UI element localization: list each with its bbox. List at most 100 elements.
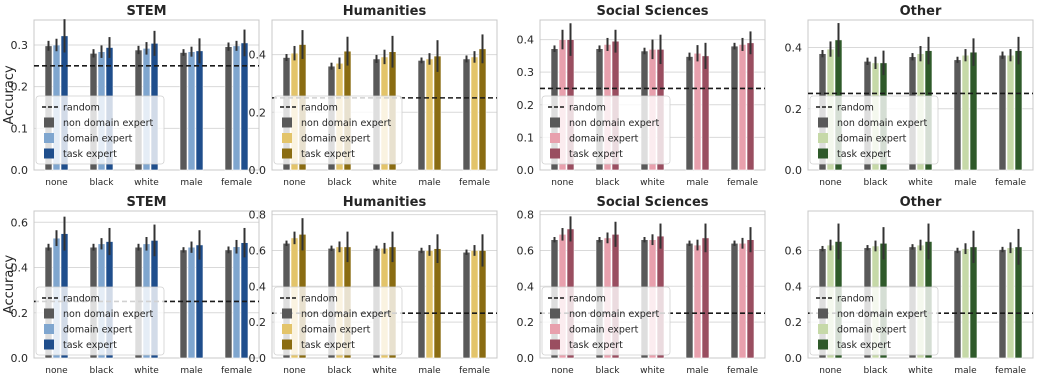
- legend-label-domain-expert: domain expert: [301, 325, 371, 336]
- panel-title: Humanities: [343, 195, 427, 210]
- y-tick-label: 0.0: [517, 352, 535, 365]
- panel-humanities-top: 0.0 0.2 0.4 Humanities none black white male fem…: [249, 4, 498, 188]
- bar-male-series-2: [969, 51, 978, 171]
- bar-female-series-1: [232, 246, 241, 359]
- legend-marker-non-domain-expert: [550, 308, 560, 319]
- panel-title: STEM: [126, 4, 166, 19]
- legend-label-non-domain-expert: non domain expert: [837, 309, 928, 320]
- x-tick-label: female: [727, 366, 758, 376]
- legend-marker-domain-expert: [44, 324, 54, 334]
- bar-male-series-0: [685, 242, 694, 359]
- x-tick-label: black: [596, 178, 621, 188]
- legend-marker-task-expert: [550, 148, 560, 159]
- panel-humanities-bottom: 0.0 0.2 0.4 0.6 0.8 Humanities none black white m…: [249, 195, 498, 376]
- x-tick-label: male: [418, 178, 441, 188]
- x-tick-label: white: [372, 366, 397, 376]
- x-tick-label: male: [686, 366, 709, 376]
- y-tick-label: 0.6: [249, 244, 267, 257]
- panel-title: Social Sciences: [596, 4, 708, 19]
- legend-label-non-domain-expert: non domain expert: [63, 309, 154, 320]
- legend-box: [35, 95, 165, 165]
- legend-box: [809, 95, 939, 165]
- legend-label-domain-expert: domain expert: [301, 134, 371, 145]
- legend-label-random: random: [837, 294, 874, 305]
- y-tick-label: 0.2: [11, 307, 29, 320]
- x-tick-label: none: [283, 366, 306, 376]
- x-tick-label: male: [180, 366, 203, 376]
- x-tick-label: male: [418, 366, 441, 376]
- bar-male-series-1: [187, 246, 196, 359]
- bar-female-series-0: [730, 242, 739, 359]
- legend: random non domain expert domain expert task…: [541, 95, 671, 165]
- bar-male-series-2: [433, 248, 442, 359]
- bar-male-series-0: [417, 60, 426, 171]
- bar-male-series-2: [701, 237, 710, 359]
- x-tick-label: black: [328, 178, 353, 188]
- legend: random non domain expert domain expert task…: [273, 95, 403, 165]
- y-tick-label: 0.4: [517, 280, 535, 293]
- bar-male-series-1: [693, 244, 702, 359]
- bar-female-series-2: [240, 42, 249, 171]
- legend-label-task-expert: task expert: [63, 149, 117, 160]
- x-tick-label: female: [459, 178, 490, 188]
- x-tick-label: female: [221, 178, 252, 188]
- x-tick-label: white: [640, 178, 665, 188]
- bar-male-series-0: [179, 52, 188, 171]
- legend-marker-task-expert: [818, 148, 828, 159]
- legend-box: [541, 95, 671, 165]
- panel-title: Other: [900, 195, 942, 210]
- legend-label-non-domain-expert: non domain expert: [301, 118, 392, 129]
- y-tick-label: 0.2: [517, 99, 535, 112]
- legend-box: [273, 286, 403, 356]
- legend-label-task-expert: task expert: [569, 149, 623, 160]
- y-tick-label: 0.8: [517, 209, 535, 222]
- y-tick-label: 0.6: [785, 244, 803, 257]
- x-tick-label: female: [221, 366, 252, 376]
- x-tick-label: none: [819, 178, 842, 188]
- bar-female-series-1: [232, 45, 241, 171]
- legend-marker-non-domain-expert: [818, 117, 828, 128]
- bar-male-series-2: [969, 246, 978, 359]
- x-tick-label: none: [283, 178, 306, 188]
- legend-marker-task-expert: [550, 339, 560, 350]
- legend-label-non-domain-expert: non domain expert: [301, 309, 392, 320]
- panel-title: Humanities: [343, 4, 427, 19]
- legend-marker-non-domain-expert: [550, 117, 560, 128]
- legend-label-non-domain-expert: non domain expert: [569, 309, 660, 320]
- legend-label-non-domain-expert: non domain expert: [569, 118, 660, 129]
- bar-female-series-0: [730, 45, 739, 171]
- x-tick-label: black: [596, 366, 621, 376]
- legend-box: [273, 95, 403, 165]
- panel-social-sciences-bottom: 0.0 0.2 0.4 0.6 0.8 Social Sciences none black w…: [517, 195, 766, 376]
- bar-female-series-1: [738, 44, 747, 171]
- x-tick-label: female: [459, 366, 490, 376]
- bar-female-series-2: [746, 239, 755, 359]
- bar-female-series-0: [998, 54, 1007, 171]
- y-tick-label: 0.4: [785, 42, 803, 55]
- y-tick-label: 0.0: [11, 164, 29, 177]
- legend: random non domain expert domain expert task…: [273, 286, 403, 356]
- x-tick-label: male: [954, 366, 977, 376]
- bar-female-series-1: [470, 56, 479, 171]
- legend-marker-domain-expert: [282, 324, 292, 334]
- y-tick-label: 0.0: [249, 164, 267, 177]
- bar-male-series-0: [953, 250, 962, 359]
- x-tick-label: none: [45, 366, 68, 376]
- y-tick-label: 0.2: [785, 316, 803, 329]
- legend: random non domain expert domain expert task…: [35, 286, 165, 356]
- x-tick-label: black: [864, 366, 889, 376]
- legend-label-non-domain-expert: non domain expert: [63, 118, 154, 129]
- panel-stem-top: 0.0 0.1 0.2 0.3 STEM none black white male female…: [11, 4, 260, 188]
- panel-title: Other: [900, 4, 942, 19]
- bar-female-series-2: [478, 48, 487, 171]
- legend-label-task-expert: task expert: [301, 149, 355, 160]
- bar-male-series-1: [187, 51, 196, 171]
- x-tick-label: black: [864, 178, 889, 188]
- x-tick-label: none: [819, 366, 842, 376]
- legend-marker-non-domain-expert: [44, 308, 54, 319]
- bar-male-series-0: [685, 56, 694, 171]
- bar-male-series-1: [693, 52, 702, 171]
- x-tick-label: black: [90, 366, 115, 376]
- panel-social-sciences-top: 0.0 0.1 0.2 0.3 0.4 Social Sciences none black w…: [517, 4, 766, 188]
